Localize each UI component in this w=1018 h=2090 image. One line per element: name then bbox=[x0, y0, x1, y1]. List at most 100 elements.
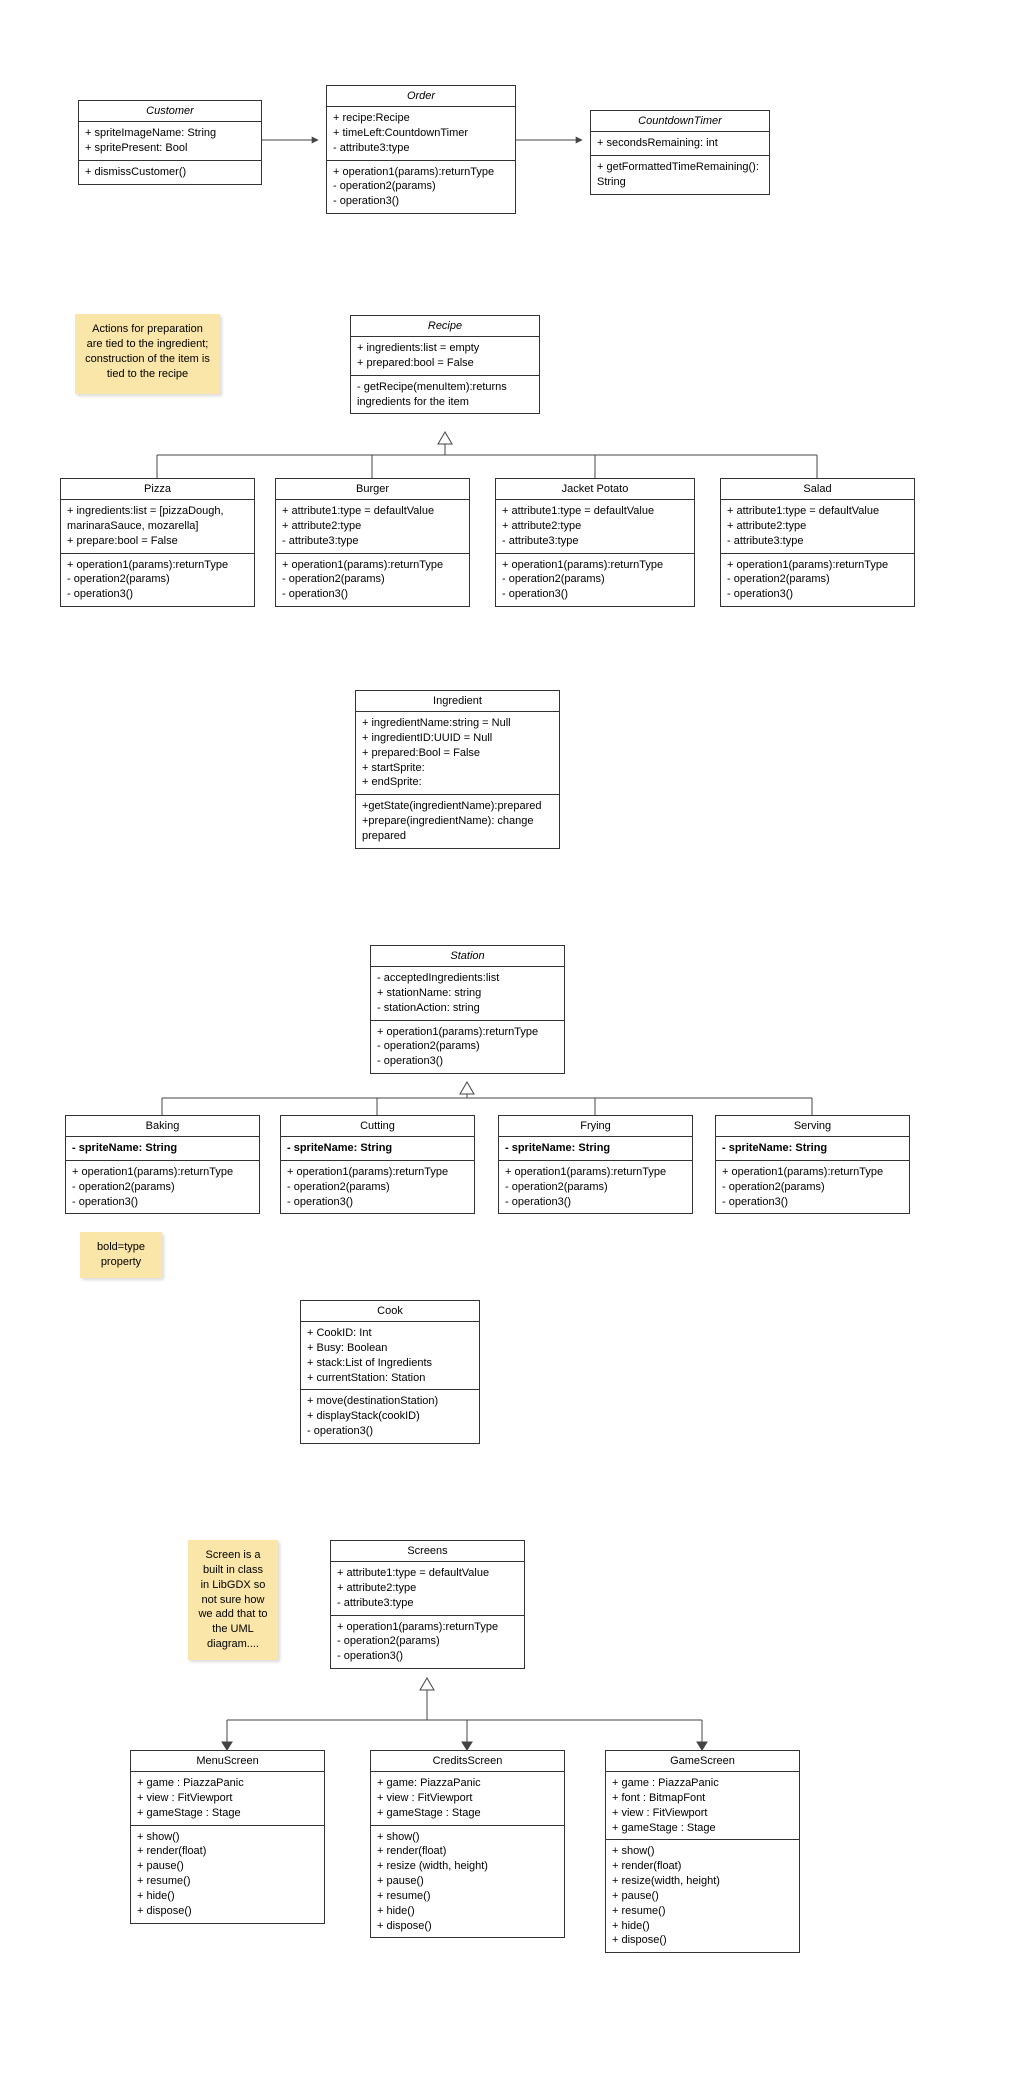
class-line: + spritePresent: Bool bbox=[85, 141, 255, 156]
class-line: - operation3() bbox=[722, 1195, 903, 1210]
class-cook: Cook+ CookID: Int+ Busy: Boolean+ stack:… bbox=[300, 1300, 480, 1444]
class-recipe: Recipe+ ingredients:list = empty+ prepar… bbox=[350, 315, 540, 414]
class-line: - attribute3:type bbox=[727, 534, 908, 549]
class-title: GameScreen bbox=[606, 1751, 799, 1772]
note-screen: Screen is a built in class in LibGDX so … bbox=[188, 1540, 278, 1660]
class-line: + font : BitmapFont bbox=[612, 1791, 793, 1806]
class-section: + operation1(params):returnType - operati… bbox=[371, 1021, 564, 1074]
class-line: + CookID: Int bbox=[307, 1326, 473, 1341]
class-line: + operation1(params):returnType bbox=[377, 1025, 558, 1040]
class-line: + secondsRemaining: int bbox=[597, 136, 763, 151]
class-section: - acceptedIngredients:list+ stationName:… bbox=[371, 967, 564, 1021]
class-line: + ingredients:list = empty bbox=[357, 341, 533, 356]
class-line: + attribute1:type = defaultValue bbox=[502, 504, 688, 519]
class-line: + attribute2:type bbox=[337, 1581, 518, 1596]
class-line: - spriteName: String bbox=[287, 1141, 468, 1156]
class-section: + show()+ render(float)+ pause()+ resume… bbox=[131, 1826, 324, 1923]
class-line: + hide() bbox=[377, 1904, 558, 1919]
class-line: + startSprite: bbox=[362, 761, 553, 776]
class-title: Order bbox=[327, 86, 515, 107]
class-title: Frying bbox=[499, 1116, 692, 1137]
class-line: - getRecipe(menuItem):returns ingredient… bbox=[357, 380, 533, 410]
class-frying: Frying- spriteName: String+ operation1(p… bbox=[498, 1115, 693, 1214]
class-order: Order+ recipe:Recipe+ timeLeft:Countdown… bbox=[326, 85, 516, 214]
class-line: + dispose() bbox=[612, 1933, 793, 1948]
class-title: Screens bbox=[331, 1541, 524, 1562]
class-pizza: Pizza+ ingredients:list = [pizzaDough, m… bbox=[60, 478, 255, 607]
class-line: + operation1(params):returnType bbox=[333, 165, 509, 180]
class-section: + ingredientName:string = Null+ ingredie… bbox=[356, 712, 559, 795]
class-line: - operation2(params) bbox=[727, 572, 908, 587]
class-line: + prepared:bool = False bbox=[357, 356, 533, 371]
class-burger: Burger+ attribute1:type = defaultValue+ … bbox=[275, 478, 470, 607]
class-section: + operation1(params):returnType- operati… bbox=[331, 1616, 524, 1669]
class-line: + view : FitViewport bbox=[137, 1791, 318, 1806]
class-line: + currentStation: Station bbox=[307, 1371, 473, 1386]
class-line: + endSprite: bbox=[362, 775, 553, 790]
class-line: + operation1(params):returnType bbox=[727, 558, 908, 573]
class-section: + CookID: Int+ Busy: Boolean+ stack:List… bbox=[301, 1322, 479, 1390]
class-line: + operation1(params):returnType bbox=[337, 1620, 518, 1635]
class-line: + hide() bbox=[137, 1889, 318, 1904]
class-title: Baking bbox=[66, 1116, 259, 1137]
class-title: MenuScreen bbox=[131, 1751, 324, 1772]
class-section: + operation1(params):returnType- operati… bbox=[276, 554, 469, 607]
class-line: + show() bbox=[377, 1830, 558, 1845]
class-line: + hide() bbox=[612, 1919, 793, 1934]
class-line: + attribute1:type = defaultValue bbox=[282, 504, 463, 519]
diagram-canvas: Customer+ spriteImageName: String+ sprit… bbox=[0, 0, 1018, 2090]
class-line: - operation3() bbox=[72, 1195, 253, 1210]
class-line: +getState(ingredientName):prepared bbox=[362, 799, 553, 814]
class-customer: Customer+ spriteImageName: String+ sprit… bbox=[78, 100, 262, 185]
class-serving: Serving- spriteName: String+ operation1(… bbox=[715, 1115, 910, 1214]
class-line: - operation3() bbox=[502, 587, 688, 602]
class-line: + getFormattedTimeRemaining(): String bbox=[597, 160, 763, 190]
class-section: + game : PiazzaPanic+ font : BitmapFont+… bbox=[606, 1772, 799, 1840]
class-line: + show() bbox=[137, 1830, 318, 1845]
class-line: - operation2(params) bbox=[337, 1634, 518, 1649]
class-station: Station- acceptedIngredients:list+ stati… bbox=[370, 945, 565, 1074]
class-line: - operation2(params) bbox=[333, 179, 509, 194]
class-line: + resize(width, height) bbox=[612, 1874, 793, 1889]
class-line: + operation1(params):returnType bbox=[505, 1165, 686, 1180]
class-line: - operation3() bbox=[67, 587, 248, 602]
class-section: + ingredients:list = empty+ prepared:boo… bbox=[351, 337, 539, 376]
class-line: + dispose() bbox=[377, 1919, 558, 1934]
class-line: + pause() bbox=[612, 1889, 793, 1904]
class-line: + attribute2:type bbox=[502, 519, 688, 534]
class-section: + spriteImageName: String+ spritePresent… bbox=[79, 122, 261, 161]
note-ingredient: Actions for preparation are tied to the … bbox=[75, 314, 220, 394]
class-line: + ingredientName:string = Null bbox=[362, 716, 553, 731]
class-line: + operation1(params):returnType bbox=[67, 558, 248, 573]
class-section: + ingredients:list = [pizzaDough, marina… bbox=[61, 500, 254, 554]
class-line: + game : PiazzaPanic bbox=[612, 1776, 793, 1791]
class-section: - spriteName: String bbox=[716, 1137, 909, 1161]
class-line: + game: PiazzaPanic bbox=[377, 1776, 558, 1791]
class-section: + game : PiazzaPanic+ view : FitViewport… bbox=[131, 1772, 324, 1826]
class-line: + dismissCustomer() bbox=[85, 165, 255, 180]
class-section: + attribute1:type = defaultValue+ attrib… bbox=[276, 500, 469, 554]
class-line: - operation3() bbox=[377, 1054, 558, 1069]
class-line: + show() bbox=[612, 1844, 793, 1859]
class-line: + Busy: Boolean bbox=[307, 1341, 473, 1356]
class-line: + gameStage : Stage bbox=[137, 1806, 318, 1821]
class-line: - spriteName: String bbox=[722, 1141, 903, 1156]
class-section: + operation1(params):returnType- operati… bbox=[327, 161, 515, 214]
class-line: - attribute3:type bbox=[502, 534, 688, 549]
class-section: + attribute1:type = defaultValue+ attrib… bbox=[721, 500, 914, 554]
class-section: + operation1(params):returnType- operati… bbox=[721, 554, 914, 607]
class-line: + operation1(params):returnType bbox=[287, 1165, 468, 1180]
class-line: + timeLeft:CountdownTimer bbox=[333, 126, 509, 141]
class-section: + operation1(params):returnType- operati… bbox=[499, 1161, 692, 1214]
class-salad: Salad+ attribute1:type = defaultValue+ a… bbox=[720, 478, 915, 607]
class-line: + view : FitViewport bbox=[377, 1791, 558, 1806]
class-line: + stack:List of Ingredients bbox=[307, 1356, 473, 1371]
class-line: + attribute1:type = defaultValue bbox=[337, 1566, 518, 1581]
class-title: Customer bbox=[79, 101, 261, 122]
class-section: + operation1(params):returnType- operati… bbox=[496, 554, 694, 607]
class-line: + dispose() bbox=[137, 1904, 318, 1919]
class-line: + resume() bbox=[612, 1904, 793, 1919]
class-line: - operation3() bbox=[287, 1195, 468, 1210]
class-line: - acceptedIngredients:list bbox=[377, 971, 558, 986]
class-line: + pause() bbox=[137, 1859, 318, 1874]
